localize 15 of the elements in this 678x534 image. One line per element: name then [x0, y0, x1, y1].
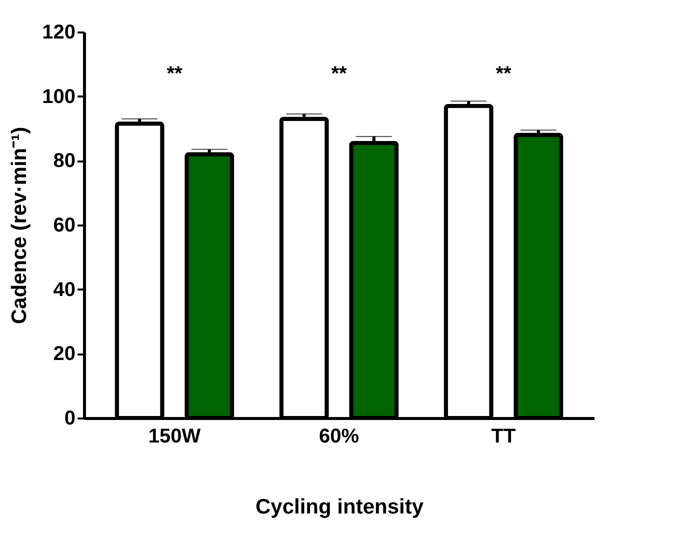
y-tick-label: 40	[53, 278, 76, 301]
y-axis-title: Cadence (rev·min⁻¹)	[8, 126, 32, 324]
x-tick-label: TT	[491, 426, 516, 448]
y-tick-label: 100	[42, 86, 76, 108]
annotation: **	[166, 63, 182, 86]
y-tick-label: 20	[53, 343, 76, 366]
x-axis-title: Cycling intensity	[255, 496, 424, 518]
y-tick-label: 60	[53, 214, 76, 236]
x-tick-label: 150W	[148, 426, 201, 448]
annotation: **	[496, 63, 512, 86]
y-tick-label: 120	[42, 22, 76, 44]
y-tick-label: 0	[64, 408, 76, 430]
x-tick-label: 60%	[318, 426, 360, 448]
annotation: **	[331, 63, 347, 86]
y-tick-label: 80	[53, 150, 76, 172]
